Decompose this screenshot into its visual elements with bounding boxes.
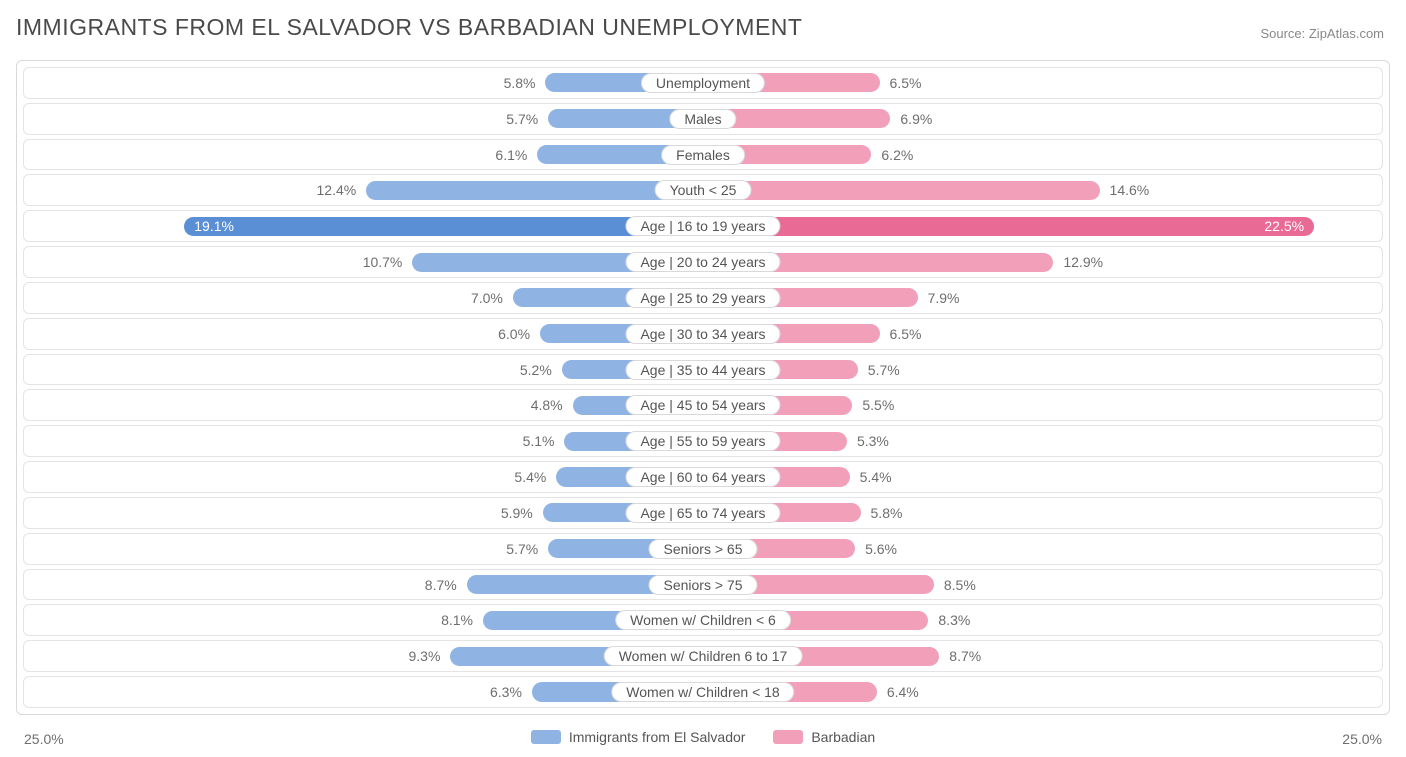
value-label-left: 4.8% xyxy=(531,397,573,413)
value-label-left: 5.7% xyxy=(506,541,548,557)
value-label-right: 6.4% xyxy=(877,684,919,700)
value-label-left: 5.7% xyxy=(506,111,548,127)
value-label-right: 6.9% xyxy=(890,111,932,127)
value-label-left: 8.1% xyxy=(441,612,483,628)
value-label-left: 5.8% xyxy=(504,75,546,91)
legend: Immigrants from El Salvador Barbadian xyxy=(0,729,1406,747)
value-label-left: 8.7% xyxy=(425,577,467,593)
value-label-right: 8.3% xyxy=(928,612,970,628)
legend-swatch-right xyxy=(773,730,803,744)
chart-row: 8.7% 8.5% Seniors > 75 xyxy=(23,569,1383,601)
value-label-right: 6.5% xyxy=(880,75,922,91)
category-label: Males xyxy=(669,109,736,129)
value-label-right: 6.5% xyxy=(880,326,922,342)
chart-row: 5.7% 6.9% Males xyxy=(23,103,1383,135)
chart-row: 5.7% 5.6% Seniors > 65 xyxy=(23,533,1383,565)
value-label-right: 5.4% xyxy=(850,469,892,485)
chart-row: 8.1% 8.3% Women w/ Children < 6 xyxy=(23,604,1383,636)
value-label-left: 5.1% xyxy=(523,433,565,449)
value-label-right: 5.3% xyxy=(847,433,889,449)
value-label-right: 5.8% xyxy=(861,505,903,521)
chart-row: 6.3% 6.4% Women w/ Children < 18 xyxy=(23,676,1383,708)
category-label: Age | 55 to 59 years xyxy=(625,431,780,451)
legend-label-right: Barbadian xyxy=(811,729,875,745)
value-label-left: 10.7% xyxy=(363,254,413,270)
category-label: Age | 60 to 64 years xyxy=(625,467,780,487)
value-label-right: 5.5% xyxy=(852,397,894,413)
bar-left: 12.4% xyxy=(366,181,703,200)
chart-row: 5.4% 5.4% Age | 60 to 64 years xyxy=(23,461,1383,493)
value-label-left: 5.2% xyxy=(520,362,562,378)
chart-title: IMMIGRANTS FROM EL SALVADOR VS BARBADIAN… xyxy=(16,14,802,41)
category-label: Age | 45 to 54 years xyxy=(625,395,780,415)
chart-row: 19.1% 22.5% Age | 16 to 19 years xyxy=(23,210,1383,242)
chart-row: 7.0% 7.9% Age | 25 to 29 years xyxy=(23,282,1383,314)
chart-row: 12.4%14.6%Youth < 25 xyxy=(23,174,1383,206)
value-label-right: 22.5% xyxy=(1264,218,1304,234)
category-label: Youth < 25 xyxy=(655,180,752,200)
category-label: Age | 65 to 74 years xyxy=(625,503,780,523)
category-label: Seniors > 75 xyxy=(649,575,758,595)
chart-row: 5.1% 5.3% Age | 55 to 59 years xyxy=(23,425,1383,457)
category-label: Age | 35 to 44 years xyxy=(625,360,780,380)
value-label-right: 7.9% xyxy=(918,290,960,306)
value-label-right: 8.5% xyxy=(934,577,976,593)
chart-row: 10.7% 12.9% Age | 20 to 24 years xyxy=(23,246,1383,278)
chart-plot-area: 5.8% 6.5% Unemployment 5.7% 6.9% Males 6.1% 6.2… xyxy=(16,60,1390,715)
value-label-left: 9.3% xyxy=(409,648,451,664)
chart-row: 5.2% 5.7% Age | 35 to 44 years xyxy=(23,354,1383,386)
chart-row: 4.8% 5.5% Age | 45 to 54 years xyxy=(23,389,1383,421)
value-label-left: 7.0% xyxy=(471,290,513,306)
category-label: Age | 20 to 24 years xyxy=(625,252,780,272)
legend-swatch-left xyxy=(531,730,561,744)
value-label-left: 5.4% xyxy=(514,469,556,485)
category-label: Age | 16 to 19 years xyxy=(625,216,780,236)
category-label: Age | 30 to 34 years xyxy=(625,324,780,344)
value-label-right: 8.7% xyxy=(939,648,981,664)
category-label: Unemployment xyxy=(641,73,765,93)
value-label-left: 6.1% xyxy=(495,147,537,163)
category-label: Females xyxy=(661,145,745,165)
legend-item-left: Immigrants from El Salvador xyxy=(531,729,746,745)
category-label: Women w/ Children < 18 xyxy=(611,682,794,702)
category-label: Age | 25 to 29 years xyxy=(625,288,780,308)
value-label-right: 12.9% xyxy=(1053,254,1103,270)
category-label: Women w/ Children < 6 xyxy=(615,610,791,630)
value-label-left: 12.4% xyxy=(317,182,367,198)
bar-right: 22.5% xyxy=(703,217,1314,236)
value-label-right: 6.2% xyxy=(871,147,913,163)
category-label: Women w/ Children 6 to 17 xyxy=(604,646,803,666)
value-label-left: 19.1% xyxy=(194,218,234,234)
source-label: Source: ZipAtlas.com xyxy=(1260,26,1384,41)
chart-row: 5.8% 6.5% Unemployment xyxy=(23,67,1383,99)
category-label: Seniors > 65 xyxy=(649,539,758,559)
value-label-left: 6.0% xyxy=(498,326,540,342)
value-label-right: 5.6% xyxy=(855,541,897,557)
bar-right: 14.6% xyxy=(703,181,1100,200)
chart-row: 6.0% 6.5% Age | 30 to 34 years xyxy=(23,318,1383,350)
legend-label-left: Immigrants from El Salvador xyxy=(569,729,746,745)
legend-item-right: Barbadian xyxy=(773,729,875,745)
value-label-left: 5.9% xyxy=(501,505,543,521)
value-label-right: 5.7% xyxy=(858,362,900,378)
chart-row: 5.9% 5.8% Age | 65 to 74 years xyxy=(23,497,1383,529)
value-label-left: 6.3% xyxy=(490,684,532,700)
chart-row: 6.1% 6.2% Females xyxy=(23,139,1383,171)
value-label-right: 14.6% xyxy=(1100,182,1150,198)
chart-row: 9.3% 8.7% Women w/ Children 6 to 17 xyxy=(23,640,1383,672)
